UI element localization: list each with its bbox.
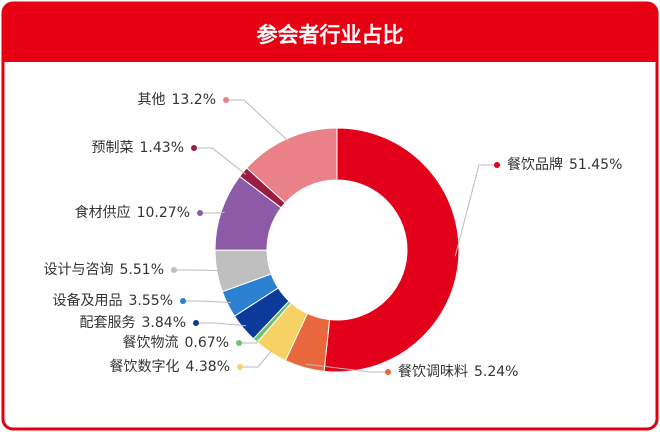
leader-line bbox=[239, 337, 259, 344]
legend-dot bbox=[494, 162, 500, 168]
value-label: 10.27% bbox=[137, 205, 190, 221]
category-label: 配套服务 bbox=[80, 315, 136, 331]
leader-line bbox=[454, 164, 497, 257]
data-label: 餐饮物流 0.67% bbox=[123, 335, 229, 351]
category-label: 餐饮数字化 bbox=[110, 359, 180, 375]
donut-slice bbox=[246, 127, 338, 204]
legend-dot bbox=[237, 364, 243, 370]
value-label: 5.24% bbox=[474, 364, 518, 380]
value-label: 0.67% bbox=[185, 335, 229, 351]
category-label: 预制菜 bbox=[92, 140, 134, 156]
leader-line bbox=[226, 99, 290, 143]
legend-dot bbox=[197, 210, 203, 216]
legend-dot bbox=[236, 340, 242, 346]
value-label: 1.43% bbox=[140, 140, 184, 156]
category-label: 餐饮调味料 bbox=[398, 364, 468, 380]
leader-line bbox=[196, 322, 247, 327]
data-label: 其他 13.2% bbox=[138, 92, 216, 108]
leader-line bbox=[174, 269, 221, 272]
leader-line bbox=[305, 363, 388, 373]
leader-line bbox=[194, 147, 247, 175]
data-label: 餐饮品牌 51.45% bbox=[507, 156, 622, 173]
value-label: 3.55% bbox=[129, 293, 173, 309]
category-label: 设备及用品 bbox=[53, 292, 123, 309]
leader-line bbox=[200, 211, 225, 214]
legend-dot bbox=[223, 97, 229, 103]
category-label: 餐饮品牌 bbox=[507, 156, 563, 173]
value-label: 5.51% bbox=[120, 262, 164, 278]
value-label: 4.38% bbox=[186, 359, 230, 375]
value-label: 13.2% bbox=[172, 92, 216, 108]
leader-line bbox=[183, 300, 232, 304]
chart-title: 参会者行业占比 bbox=[257, 23, 404, 47]
value-label: 51.45% bbox=[569, 157, 622, 173]
legend-dot bbox=[171, 267, 177, 273]
value-label: 3.84% bbox=[142, 315, 186, 331]
legend-dot bbox=[385, 369, 391, 375]
category-label: 餐饮物流 bbox=[123, 335, 179, 351]
data-label: 餐饮调味料 5.24% bbox=[398, 364, 518, 380]
legend-dot bbox=[191, 145, 197, 151]
legend-dot bbox=[193, 320, 199, 326]
data-label: 配套服务 3.84% bbox=[80, 315, 186, 331]
data-label: 设备及用品 3.55% bbox=[53, 292, 173, 309]
leader-line bbox=[240, 348, 274, 368]
category-label: 食材供应 bbox=[75, 204, 131, 221]
data-label: 食材供应 10.27% bbox=[75, 204, 190, 221]
data-label: 设计与咨询 5.51% bbox=[44, 262, 164, 278]
legend-dot bbox=[180, 298, 186, 304]
data-label: 餐饮数字化 4.38% bbox=[110, 359, 230, 375]
category-label: 其他 bbox=[138, 92, 166, 108]
header-bar bbox=[3, 3, 657, 62]
data-label: 预制菜 1.43% bbox=[92, 140, 184, 156]
category-label: 设计与咨询 bbox=[44, 262, 114, 278]
